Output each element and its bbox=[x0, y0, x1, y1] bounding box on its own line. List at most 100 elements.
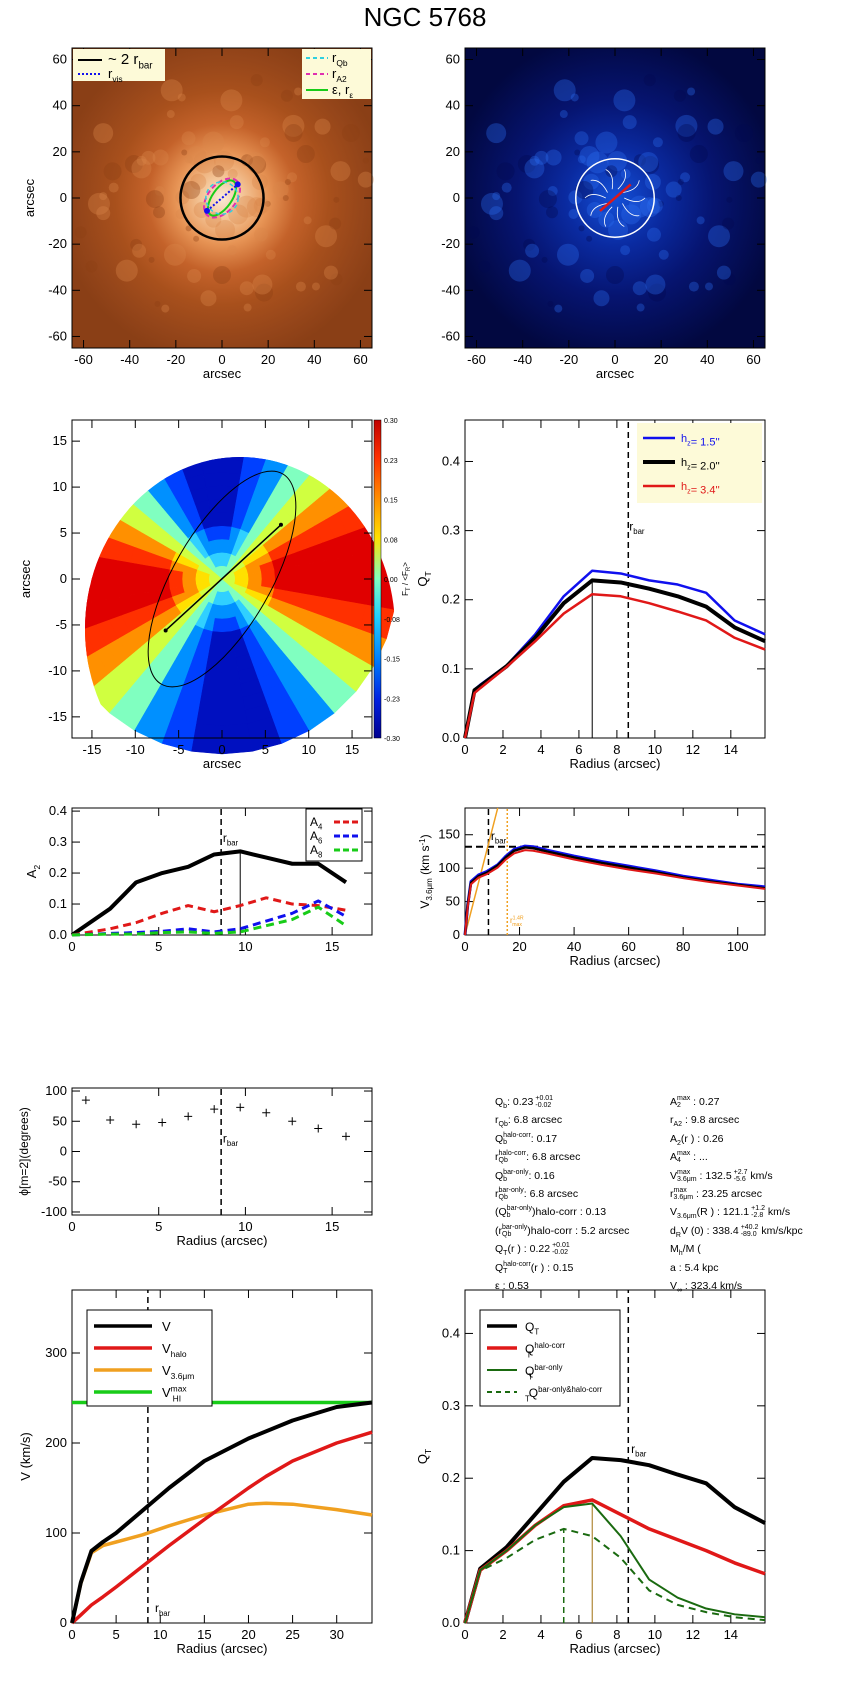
image-texture bbox=[87, 192, 110, 215]
image-texture bbox=[496, 162, 515, 181]
legend-label: A6 bbox=[310, 829, 322, 846]
contour-line bbox=[590, 179, 608, 193]
heatmap-cell bbox=[194, 419, 222, 448]
image-texture bbox=[574, 131, 589, 146]
stat-row: rA2 : 9.8 arcsec bbox=[670, 1114, 740, 1129]
image-texture bbox=[153, 206, 166, 219]
image-texture bbox=[645, 274, 666, 295]
x-tick-label: 0 bbox=[461, 939, 468, 954]
image-texture bbox=[665, 181, 682, 198]
y-tick-label: 5 bbox=[60, 525, 67, 540]
stat-row: r halo-corr Qb: 6.8 arcsec bbox=[495, 1150, 581, 1165]
heatmap-cell bbox=[198, 457, 223, 475]
y-tick-label: 20 bbox=[446, 144, 460, 159]
image-panel-1: -60 -40 -20 0 20 40 60 60 40 20 0 -20 -40 -60 arcsec ar… bbox=[22, 47, 374, 381]
rbar-label: rbar bbox=[223, 1131, 239, 1148]
legend-label: Qbar-only&halo-corr T bbox=[525, 1385, 603, 1403]
y-tick-label: 0.2 bbox=[442, 1470, 460, 1485]
image-texture bbox=[492, 192, 501, 201]
x-tick-label: 100 bbox=[727, 939, 749, 954]
image-texture bbox=[193, 235, 200, 242]
image-texture bbox=[141, 150, 156, 165]
heatmap-cell bbox=[85, 498, 107, 534]
x-tick-label: 5 bbox=[155, 1219, 162, 1234]
x-tick-label: -40 bbox=[120, 352, 139, 367]
phase-point bbox=[236, 1103, 245, 1112]
qt-profile-panel: 0 2 4 6 8 10 12 14 0.0 0.1 0.2 0.3 0.4 Radius (arcsec… bbox=[415, 419, 766, 771]
rising-line bbox=[464, 807, 499, 936]
y-tick-label: 10 bbox=[53, 479, 67, 494]
contour-line bbox=[584, 194, 606, 199]
image-texture bbox=[294, 87, 303, 96]
y-tick-label: 0 bbox=[453, 927, 460, 942]
x-tick-label: 0 bbox=[461, 742, 468, 757]
y-tick-label: 100 bbox=[45, 1083, 67, 1098]
heatmap-cell bbox=[85, 528, 110, 559]
series-line bbox=[70, 1501, 373, 1624]
heatmap-cell bbox=[85, 601, 98, 635]
rbar-label: rbar bbox=[491, 829, 507, 846]
y-tick-label: 15 bbox=[53, 433, 67, 448]
bar-line bbox=[599, 183, 632, 212]
stat-row: (Q bar-only b)halo-corr : 0.13 bbox=[495, 1205, 607, 1220]
plot-frame bbox=[71, 1289, 373, 1624]
image-texture bbox=[303, 216, 312, 225]
image-texture bbox=[181, 131, 196, 146]
heatmap-cell bbox=[141, 457, 177, 464]
series-line bbox=[70, 1400, 373, 1624]
image-texture bbox=[467, 226, 480, 239]
image-texture bbox=[99, 192, 108, 201]
y-tick-label: -20 bbox=[441, 236, 460, 251]
x-tick-label: 12 bbox=[686, 1627, 700, 1642]
image-texture bbox=[680, 172, 691, 183]
image-texture bbox=[570, 93, 579, 102]
image-texture bbox=[538, 190, 557, 209]
heatmap-cell bbox=[221, 723, 253, 755]
image-texture bbox=[723, 273, 736, 286]
plot-frame bbox=[464, 1289, 766, 1624]
heatmap-cell bbox=[85, 475, 121, 513]
image-texture bbox=[677, 178, 684, 185]
image-texture bbox=[330, 161, 351, 182]
image-texture bbox=[282, 195, 289, 201]
y-tick-label: 0.3 bbox=[49, 834, 67, 849]
image-texture bbox=[605, 165, 618, 178]
image-texture bbox=[315, 225, 338, 248]
image-texture bbox=[161, 304, 170, 313]
image-texture bbox=[166, 110, 175, 119]
image-texture bbox=[284, 123, 303, 142]
image-texture bbox=[734, 124, 753, 143]
x-tick-label: 0 bbox=[461, 1627, 468, 1642]
legend-label: V bbox=[162, 1319, 171, 1334]
rbar-label: rbar bbox=[155, 1601, 171, 1618]
series-line bbox=[71, 896, 347, 937]
heatmap-cell bbox=[98, 457, 137, 494]
y-tick-label: 0.4 bbox=[442, 1325, 460, 1340]
series-line bbox=[70, 1430, 373, 1625]
image-texture bbox=[314, 118, 331, 135]
x-tick-label: 40 bbox=[567, 939, 581, 954]
x-tick-label: 8 bbox=[613, 1627, 620, 1642]
image-texture bbox=[559, 110, 568, 119]
image-texture bbox=[265, 249, 276, 260]
stat-row: ε : 0.53 bbox=[495, 1279, 529, 1292]
contour-line bbox=[622, 180, 640, 193]
contour-line bbox=[616, 206, 625, 227]
image-texture bbox=[362, 157, 369, 164]
x-tick-label: 8 bbox=[613, 742, 620, 757]
phase-point bbox=[210, 1105, 219, 1114]
y-tick-label: 0.2 bbox=[442, 592, 460, 607]
contour-line bbox=[617, 169, 626, 190]
y-axis-label: QT bbox=[415, 571, 433, 586]
x-tick-label: 10 bbox=[238, 939, 252, 954]
image-texture bbox=[613, 89, 636, 112]
image-texture bbox=[553, 79, 576, 102]
image-texture bbox=[136, 155, 147, 166]
y-tick-label: 300 bbox=[45, 1345, 67, 1360]
image-texture bbox=[480, 192, 503, 215]
x-tick-label: 0 bbox=[68, 939, 75, 954]
image-texture bbox=[323, 265, 338, 280]
phase-point bbox=[158, 1118, 167, 1127]
heatmap-cell bbox=[295, 457, 335, 467]
